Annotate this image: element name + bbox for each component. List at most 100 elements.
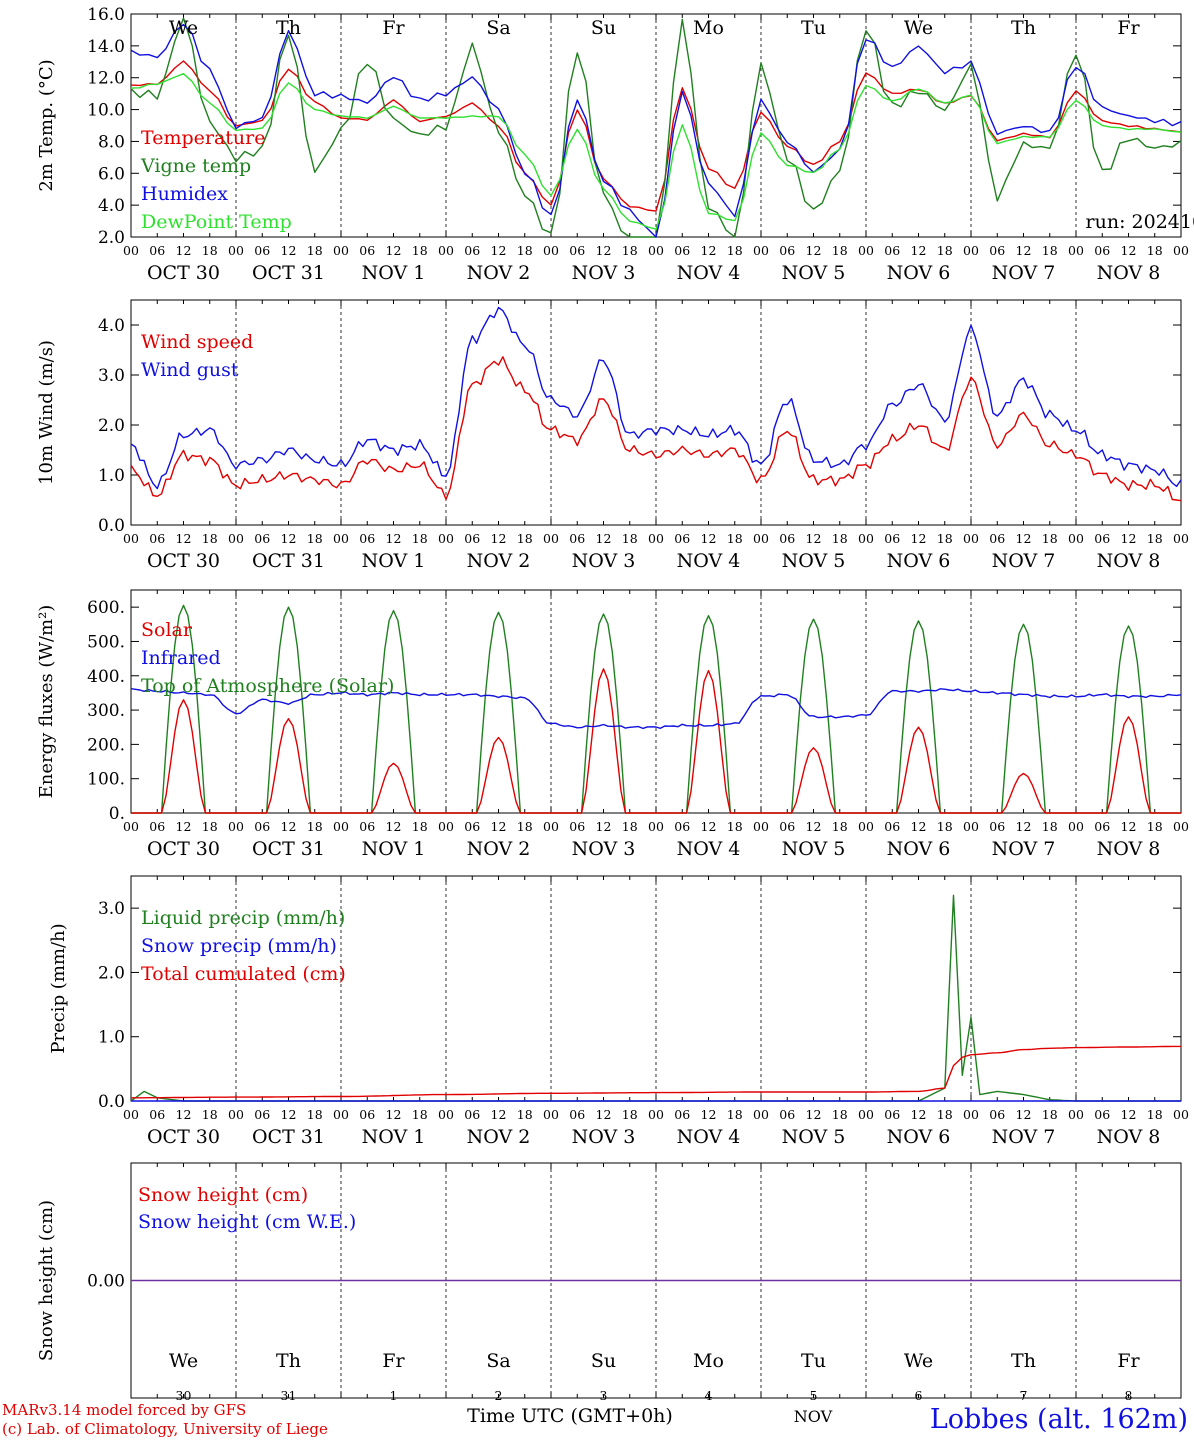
hour-tick-label: 18 <box>727 243 743 258</box>
hour-tick-label: 06 <box>149 1107 165 1122</box>
hour-tick-label: 18 <box>307 819 323 834</box>
hour-tick-label: 06 <box>674 531 690 546</box>
day-number-label: 7 <box>1020 1388 1028 1403</box>
y-tick-label: 0. <box>109 804 125 824</box>
hour-tick-label: 00 <box>963 243 979 258</box>
date-label: NOV 3 <box>572 550 636 572</box>
y-axis-label: Snow height (cm) <box>36 1200 57 1361</box>
hour-tick-label: 12 <box>596 531 612 546</box>
hour-tick-label: 06 <box>779 243 795 258</box>
day-number-label: 1 <box>390 1388 398 1403</box>
legend-entry: Snow height (cm) <box>138 1184 308 1206</box>
hour-tick-label: 06 <box>464 243 480 258</box>
hour-tick-label: 00 <box>1173 531 1189 546</box>
hour-tick-label: 06 <box>569 819 585 834</box>
day-number-label: 2 <box>495 1388 503 1403</box>
day-number-label: 6 <box>915 1388 923 1403</box>
date-label: NOV 6 <box>887 262 951 284</box>
hour-tick-label: 12 <box>281 1107 297 1122</box>
date-label: NOV 7 <box>992 550 1056 572</box>
hour-tick-label: 00 <box>1068 531 1084 546</box>
date-label: NOV 1 <box>362 262 426 284</box>
hour-tick-label: 12 <box>491 1107 507 1122</box>
hour-tick-label: 12 <box>1121 531 1137 546</box>
date-label: OCT 30 <box>147 1126 220 1148</box>
y-axis-label: Precip (mm/h) <box>48 923 69 1053</box>
hour-tick-label: 18 <box>202 243 218 258</box>
hour-tick-label: 18 <box>307 1107 323 1122</box>
hour-tick-label: 00 <box>753 243 769 258</box>
date-label: NOV 7 <box>992 262 1056 284</box>
hour-tick-label: 00 <box>858 819 874 834</box>
hour-tick-label: 18 <box>832 1107 848 1122</box>
hour-tick-label: 00 <box>123 819 139 834</box>
weekday-label: Th <box>276 1350 301 1372</box>
date-label: NOV 4 <box>677 838 741 860</box>
y-tick-label: 2.0 <box>98 416 125 436</box>
hour-tick-label: 00 <box>963 1107 979 1122</box>
hour-tick-label: 06 <box>149 531 165 546</box>
hour-tick-label: 18 <box>622 1107 638 1122</box>
weekday-label: Fr <box>382 17 405 39</box>
weekday-label: Th <box>1011 1350 1036 1372</box>
weekday-label: Th <box>276 17 301 39</box>
date-label: OCT 31 <box>252 838 325 860</box>
panel-frame-1 <box>130 13 1182 238</box>
flux-series-toa-solar <box>131 604 1181 814</box>
hour-tick-label: 12 <box>281 819 297 834</box>
hour-tick-label: 12 <box>281 531 297 546</box>
hour-tick-label: 06 <box>674 243 690 258</box>
hour-tick-label: 00 <box>333 243 349 258</box>
hour-tick-label: 00 <box>648 243 664 258</box>
hour-tick-label: 00 <box>963 531 979 546</box>
date-label: OCT 31 <box>252 262 325 284</box>
y-tick-label: 2.0 <box>98 228 125 248</box>
date-label: NOV 5 <box>782 1126 846 1148</box>
hour-tick-label: 18 <box>517 819 533 834</box>
hour-tick-label: 00 <box>543 1107 559 1122</box>
date-label: NOV 7 <box>992 1126 1056 1148</box>
hour-tick-label: 06 <box>989 1107 1005 1122</box>
temp-series-humidex <box>130 23 1182 238</box>
hour-tick-label: 06 <box>1094 531 1110 546</box>
hour-tick-label: 18 <box>412 531 428 546</box>
hour-tick-label: 12 <box>176 1107 192 1122</box>
hour-tick-label: 00 <box>228 819 244 834</box>
hour-tick-label: 06 <box>359 531 375 546</box>
y-tick-label: 14.0 <box>87 37 125 57</box>
hour-tick-label: 00 <box>648 531 664 546</box>
panel-frame-3 <box>130 589 1182 814</box>
hour-tick-label: 12 <box>386 1107 402 1122</box>
y-tick-label: 4.0 <box>98 196 125 216</box>
legend-entry: Wind gust <box>141 359 239 381</box>
weekday-label: Su <box>591 1350 616 1372</box>
hour-tick-label: 18 <box>937 1107 953 1122</box>
hour-tick-label: 00 <box>1068 1107 1084 1122</box>
y-axis-label: 2m Temp. (°C) <box>36 59 57 191</box>
hour-tick-label: 00 <box>438 819 454 834</box>
hour-tick-label: 06 <box>359 1107 375 1122</box>
date-label: NOV 3 <box>572 838 636 860</box>
y-tick-label: 600. <box>87 598 125 618</box>
hour-tick-label: 12 <box>1016 243 1032 258</box>
y-axis-label: Energy fluxes (W/m²) <box>36 605 57 799</box>
day-number-label: 4 <box>705 1388 713 1403</box>
y-tick-label: 400. <box>87 667 125 687</box>
hour-tick-label: 00 <box>228 531 244 546</box>
y-tick-label: 1.0 <box>98 1028 125 1048</box>
hour-tick-label: 12 <box>701 531 717 546</box>
hour-tick-label: 06 <box>359 243 375 258</box>
legend-entry: Liquid precip (mm/h) <box>141 907 345 929</box>
hour-tick-label: 00 <box>228 1107 244 1122</box>
date-label: NOV 8 <box>1097 838 1161 860</box>
hour-tick-label: 06 <box>674 1107 690 1122</box>
hour-tick-label: 18 <box>412 243 428 258</box>
hour-tick-label: 06 <box>779 531 795 546</box>
hour-tick-label: 00 <box>438 243 454 258</box>
hour-tick-label: 18 <box>412 1107 428 1122</box>
hour-tick-label: 00 <box>543 819 559 834</box>
date-label: NOV 5 <box>782 262 846 284</box>
weekday-label: Fr <box>1117 17 1140 39</box>
weekday-label: Tu <box>801 1350 826 1372</box>
date-label: NOV 1 <box>362 838 426 860</box>
